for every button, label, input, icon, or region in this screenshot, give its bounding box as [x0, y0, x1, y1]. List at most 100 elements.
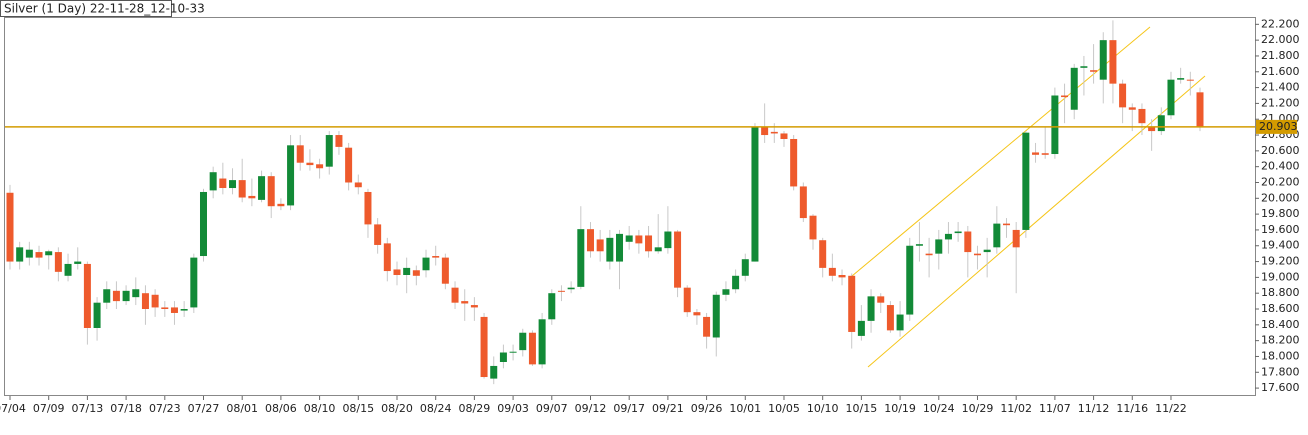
candle-body [606, 237, 614, 262]
candle-body [229, 180, 237, 189]
y-tick-label: 18.000 [1261, 349, 1300, 362]
candle-body [432, 256, 440, 258]
candle-body [122, 290, 130, 302]
candle-body [316, 164, 324, 169]
x-tick-label: 08/15 [342, 402, 374, 415]
candle-body [1099, 40, 1107, 80]
candle-body [586, 229, 594, 252]
y-tick-label: 17.600 [1261, 381, 1300, 394]
candle-body [1022, 132, 1030, 230]
candle-body [480, 316, 488, 378]
y-tick-label: 20.600 [1261, 144, 1300, 157]
candle-body [170, 307, 178, 313]
candle-body [703, 316, 711, 337]
candle-body [509, 351, 517, 353]
candle-body [1012, 229, 1020, 248]
y-tick-label: 17.800 [1261, 365, 1300, 378]
y-tick-label: 19.400 [1261, 239, 1300, 252]
y-tick-label: 19.200 [1261, 255, 1300, 268]
title-box [0, 0, 172, 17]
candle-body [132, 289, 140, 298]
candle-body [770, 131, 778, 134]
candle-body [64, 263, 72, 276]
candle-body [219, 178, 227, 189]
y-tick-label: 19.000 [1261, 270, 1300, 283]
x-tick-label: 07/18 [110, 402, 142, 415]
x-tick-label: 07/23 [149, 402, 181, 415]
candle-body [412, 270, 420, 276]
candle-body [799, 186, 807, 219]
candle-body [1032, 152, 1040, 155]
x-tick-label: 08/06 [265, 402, 297, 415]
candle-body [712, 294, 720, 338]
x-tick-label: 11/16 [1116, 402, 1148, 415]
candle-body [674, 231, 682, 288]
candle-body [161, 307, 169, 310]
candle-body [973, 253, 981, 256]
candle-body [906, 245, 914, 315]
y-tick-label: 20.400 [1261, 160, 1300, 173]
candle-body [838, 275, 846, 278]
y-tick-label: 19.600 [1261, 223, 1300, 236]
candle-body [1119, 83, 1127, 108]
candle-body [983, 249, 991, 253]
x-tick-label: 10/15 [846, 402, 878, 415]
candle-body [1128, 107, 1136, 110]
candle-body [1090, 70, 1098, 72]
candle-body [790, 138, 798, 187]
candle-body [422, 257, 430, 271]
candle-body [267, 176, 275, 207]
candle-body [857, 320, 865, 336]
last-price-box [1256, 119, 1297, 134]
candle-body [915, 244, 923, 246]
candle-body [848, 275, 856, 332]
y-tick-label: 21.600 [1261, 65, 1300, 78]
candle-body [1003, 223, 1011, 226]
candle-body [383, 243, 391, 272]
x-tick-label: 07/13 [72, 402, 104, 415]
candle-body [886, 305, 894, 331]
y-tick-label: 18.800 [1261, 286, 1300, 299]
x-tick-label: 08/24 [420, 402, 452, 415]
candle-body [45, 251, 53, 256]
candle-body [1157, 115, 1165, 132]
y-tick-label: 22.000 [1261, 33, 1300, 46]
candle-body [567, 287, 575, 290]
candle-body [25, 249, 33, 258]
candle-body [548, 293, 556, 320]
candle-body [519, 332, 527, 351]
x-tick-label: 11/22 [1155, 402, 1187, 415]
x-tick-label: 08/29 [459, 402, 491, 415]
x-tick-label: 08/01 [226, 402, 258, 415]
last-price-label: 20.903 [1259, 120, 1298, 133]
candle-body [625, 235, 633, 242]
candle-body [258, 176, 266, 200]
candle-body [277, 203, 285, 207]
candle-body [345, 147, 353, 183]
candle-body [6, 192, 14, 262]
candle-body [190, 257, 198, 308]
candle-body [732, 275, 740, 290]
candle-body [1177, 78, 1185, 80]
candle-body [364, 191, 372, 225]
y-tick-label: 18.400 [1261, 318, 1300, 331]
candle-body [635, 235, 643, 244]
candle-body [199, 191, 207, 257]
candle-body [112, 290, 120, 302]
x-tick-label: 10/24 [923, 402, 955, 415]
candle-body [654, 247, 662, 252]
candle-body [751, 127, 759, 262]
candle-body [964, 231, 972, 253]
x-tick-label: 07/09 [33, 402, 65, 415]
candle-body [954, 231, 962, 234]
candle-body [490, 365, 498, 379]
candle-body [828, 267, 836, 276]
candle-body [35, 252, 43, 258]
candle-body [1196, 92, 1204, 128]
candle-body [557, 290, 565, 292]
x-tick-label: 11/07 [1039, 402, 1071, 415]
y-tick-label: 21.400 [1261, 81, 1300, 94]
candle-body [441, 257, 449, 284]
x-tick-label: 09/03 [497, 402, 529, 415]
